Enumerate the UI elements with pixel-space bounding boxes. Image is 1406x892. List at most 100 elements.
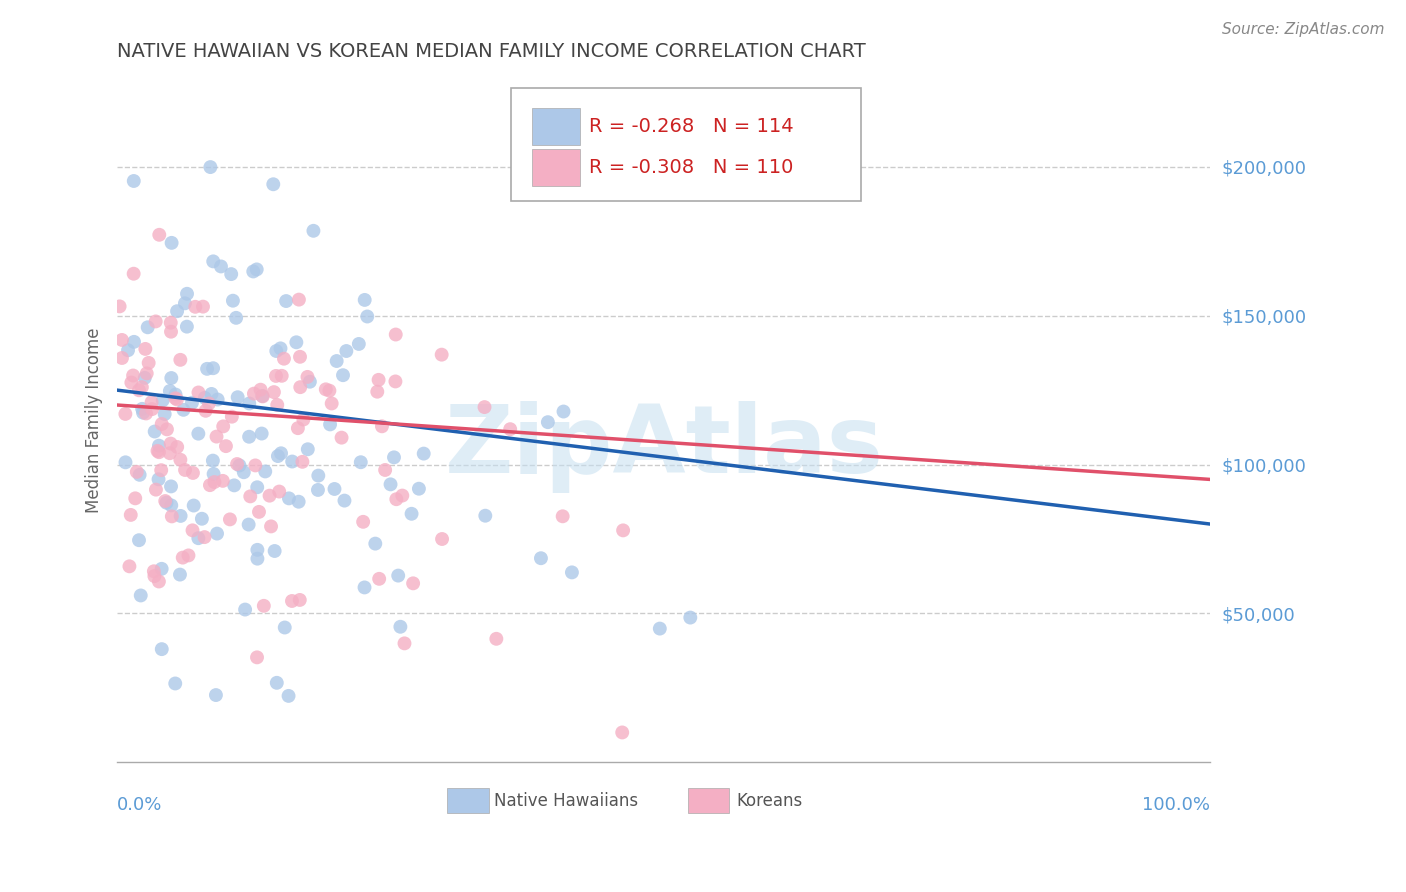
Point	[219, 512, 242, 526]
FancyBboxPatch shape	[447, 789, 489, 813]
Point	[146, 443, 169, 458]
Point	[165, 391, 187, 405]
Point	[177, 549, 200, 563]
Point	[228, 458, 250, 473]
Point	[250, 426, 273, 441]
Point	[155, 494, 177, 508]
Point	[318, 384, 340, 398]
Point	[485, 632, 508, 646]
Point	[108, 299, 131, 313]
FancyBboxPatch shape	[688, 789, 730, 813]
Point	[117, 343, 139, 358]
Point	[330, 431, 353, 445]
Point	[394, 636, 416, 650]
Point	[200, 387, 222, 401]
Point	[160, 325, 183, 339]
Point	[246, 551, 269, 566]
FancyBboxPatch shape	[531, 149, 579, 186]
Point	[148, 472, 170, 486]
Point	[402, 576, 425, 591]
Point	[221, 409, 243, 424]
Point	[183, 499, 205, 513]
Point	[159, 316, 181, 330]
Point	[150, 417, 173, 431]
Point	[145, 483, 167, 497]
Point	[160, 509, 183, 524]
Point	[297, 442, 319, 457]
Point	[187, 385, 209, 400]
Point	[246, 480, 269, 494]
Point	[387, 568, 409, 582]
Point	[181, 395, 204, 409]
Point	[193, 530, 215, 544]
Point	[150, 463, 173, 477]
Point	[135, 407, 157, 421]
Point	[253, 599, 276, 613]
Point	[288, 350, 311, 364]
Point	[159, 446, 181, 460]
Point	[205, 429, 228, 443]
Point	[474, 400, 496, 414]
Point	[380, 477, 402, 491]
Text: 0.0%: 0.0%	[117, 797, 163, 814]
Point	[371, 419, 394, 434]
Point	[276, 294, 298, 309]
Point	[266, 344, 288, 359]
Point	[252, 389, 274, 403]
Point	[249, 383, 271, 397]
Point	[263, 544, 285, 558]
Point	[160, 235, 183, 250]
Point	[291, 455, 314, 469]
Point	[194, 404, 217, 418]
Point	[198, 396, 221, 410]
Point	[134, 371, 156, 385]
Point	[200, 160, 222, 174]
Point	[389, 620, 412, 634]
Point	[401, 507, 423, 521]
Point	[205, 688, 228, 702]
Point	[128, 467, 150, 482]
Point	[263, 385, 285, 400]
Point	[367, 373, 389, 387]
Text: R = -0.308   N = 110: R = -0.308 N = 110	[589, 158, 794, 177]
Point	[187, 426, 209, 441]
Point	[207, 392, 229, 407]
Point	[278, 491, 301, 506]
Point	[169, 352, 191, 367]
Point	[152, 393, 174, 408]
Point	[156, 422, 179, 436]
Point	[285, 335, 308, 350]
Point	[474, 508, 496, 523]
Point	[224, 478, 246, 492]
Point	[128, 533, 150, 548]
Point	[408, 482, 430, 496]
Point	[202, 254, 225, 268]
Point	[499, 422, 522, 436]
Point	[114, 407, 136, 421]
Point	[277, 689, 299, 703]
Point	[385, 492, 408, 507]
Text: Source: ZipAtlas.com: Source: ZipAtlas.com	[1222, 22, 1385, 37]
Point	[191, 512, 214, 526]
Point	[232, 465, 254, 479]
Point	[246, 542, 269, 557]
Point	[136, 320, 159, 334]
Point	[198, 478, 221, 492]
Point	[131, 380, 153, 394]
Point	[382, 450, 405, 465]
Point	[288, 293, 311, 307]
Point	[368, 572, 391, 586]
Point	[239, 489, 262, 503]
Point	[209, 260, 232, 274]
Point	[122, 334, 145, 349]
Text: R = -0.268   N = 114: R = -0.268 N = 114	[589, 117, 794, 136]
Point	[288, 593, 311, 607]
Point	[247, 505, 270, 519]
Point	[153, 407, 176, 421]
Point	[679, 610, 702, 624]
Point	[143, 425, 166, 439]
Point	[412, 447, 434, 461]
Point	[321, 396, 343, 410]
Point	[269, 342, 291, 356]
Point	[165, 387, 187, 401]
